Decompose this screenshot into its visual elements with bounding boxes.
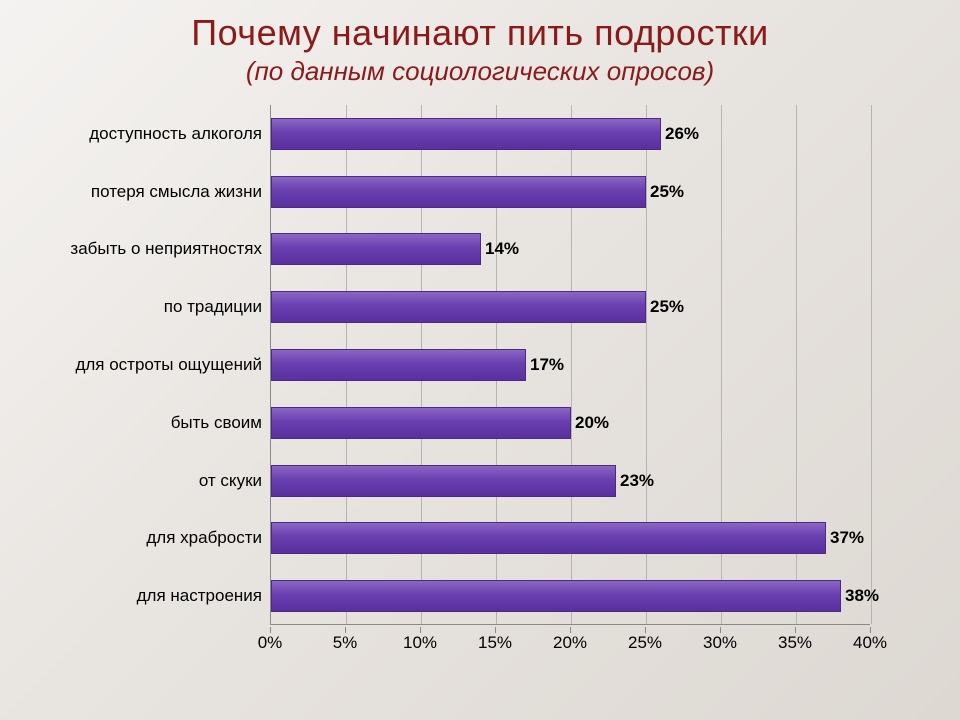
category-label: доступность алкоголя xyxy=(42,118,262,150)
x-axis-label: 5% xyxy=(333,633,358,653)
bar-value-label: 20% xyxy=(575,407,609,439)
gridline xyxy=(871,105,872,624)
bar-value-label: 23% xyxy=(620,465,654,497)
category-label: потеря смысла жизни xyxy=(42,176,262,208)
bar-value-label: 37% xyxy=(830,522,864,554)
bar-value-label: 14% xyxy=(485,233,519,265)
chart-subtitle: (по данным социологических опросов) xyxy=(0,56,960,87)
category-label: для настроения xyxy=(42,580,262,612)
bar xyxy=(271,407,571,439)
bar xyxy=(271,349,526,381)
plot-area: 26%25%14%25%17%20%23%37%38% xyxy=(270,105,870,625)
bar xyxy=(271,522,826,554)
bar xyxy=(271,233,481,265)
bar xyxy=(271,176,646,208)
category-label: от скуки xyxy=(42,465,262,497)
x-axis-label: 25% xyxy=(628,633,662,653)
x-axis-label: 30% xyxy=(703,633,737,653)
bar-value-label: 25% xyxy=(650,291,684,323)
category-label: забыть о неприятностях xyxy=(42,233,262,265)
bar xyxy=(271,291,646,323)
bar xyxy=(271,118,661,150)
bar xyxy=(271,465,616,497)
x-axis-label: 20% xyxy=(553,633,587,653)
chart-container: 26% 25% 14% 25% 17% 20% 23% 37% 38% 0% 5% 10% 15% 20… xyxy=(40,105,920,665)
bar-value-label: 38% xyxy=(845,580,879,612)
bar-value-label: 26% xyxy=(665,118,699,150)
x-axis-label: 15% xyxy=(478,633,512,653)
category-label: для остроты ощущений xyxy=(42,349,262,381)
category-label: по традиции xyxy=(42,291,262,323)
bar-value-label: 25% xyxy=(650,176,684,208)
slide: Почему начинают пить подростки (по данны… xyxy=(0,0,960,720)
x-axis-label: 0% xyxy=(258,633,283,653)
x-axis-label: 40% xyxy=(853,633,887,653)
category-label: быть своим xyxy=(42,407,262,439)
bar-value-label: 17% xyxy=(530,349,564,381)
x-axis-label: 10% xyxy=(403,633,437,653)
category-label: для храбрости xyxy=(42,522,262,554)
chart-title: Почему начинают пить подростки xyxy=(0,12,960,54)
bar xyxy=(271,580,841,612)
x-axis-label: 35% xyxy=(778,633,812,653)
